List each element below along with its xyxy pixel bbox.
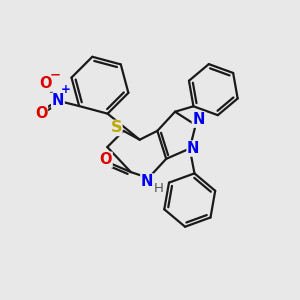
Text: O: O [35,106,47,121]
Text: N: N [192,112,205,127]
Text: N: N [52,93,64,108]
Text: O: O [39,76,52,91]
Text: −: − [50,68,61,81]
Text: +: + [61,83,71,96]
Text: N: N [141,174,153,189]
Text: O: O [100,152,112,167]
Text: N: N [187,141,200,156]
Text: S: S [110,120,122,135]
Text: H: H [154,182,164,195]
